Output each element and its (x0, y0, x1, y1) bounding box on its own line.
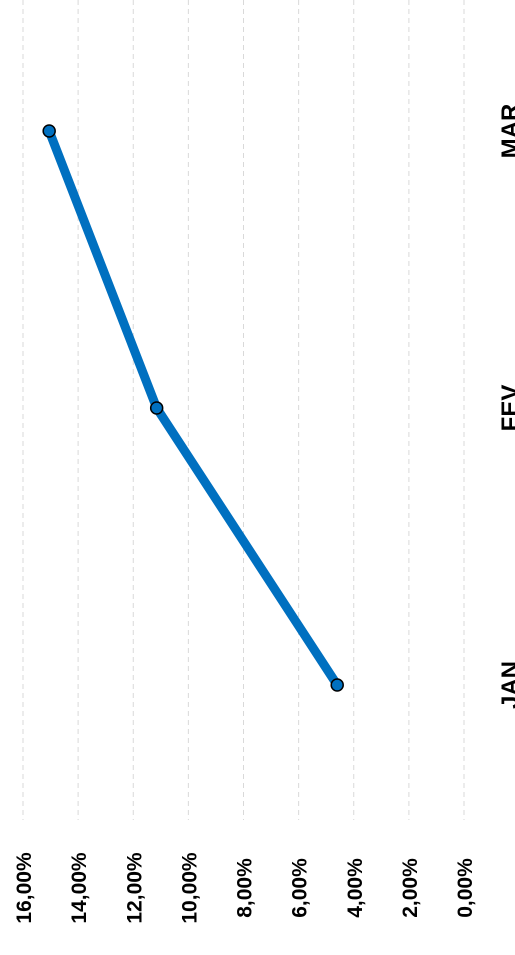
y-tick-label: 4,00% (344, 858, 367, 918)
y-tick-label: 0,00% (454, 858, 477, 918)
category-label-mar: MAR (497, 104, 515, 159)
y-tick-label: 12,00% (123, 852, 146, 924)
y-tick-label: 6,00% (289, 858, 312, 918)
value-axis-tick-labels: 0,00% 2,00% 4,00% 6,00% 8,00% 10,00% 12,00% 14,… (13, 852, 477, 924)
data-point (151, 402, 163, 414)
category-label-fev: FEV (497, 385, 515, 432)
series-lines (49, 131, 337, 685)
category-label-jan: JAN (497, 661, 515, 709)
y-tick-label: 16,00% (13, 852, 36, 924)
data-point (331, 679, 343, 691)
y-tick-label: 14,00% (68, 852, 91, 924)
category-axis-labels: JAN FEV MAR (497, 104, 515, 709)
gridlines (23, 0, 464, 820)
y-tick-label: 8,00% (234, 858, 257, 918)
data-point (43, 125, 55, 137)
y-tick-label: 10,00% (178, 852, 201, 924)
series-line (49, 131, 337, 685)
y-tick-label: 2,00% (399, 858, 422, 918)
